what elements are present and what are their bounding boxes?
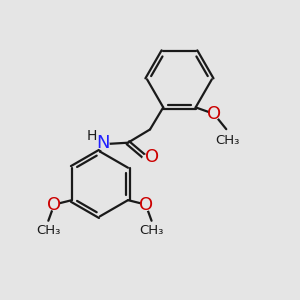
Text: CH₃: CH₃ [140,224,164,237]
Text: O: O [47,196,61,214]
Text: H: H [86,129,97,143]
Text: CH₃: CH₃ [36,224,61,237]
Text: N: N [96,134,110,152]
Text: O: O [145,148,159,166]
Text: O: O [207,105,221,123]
Text: CH₃: CH₃ [215,134,240,147]
Text: O: O [139,196,153,214]
